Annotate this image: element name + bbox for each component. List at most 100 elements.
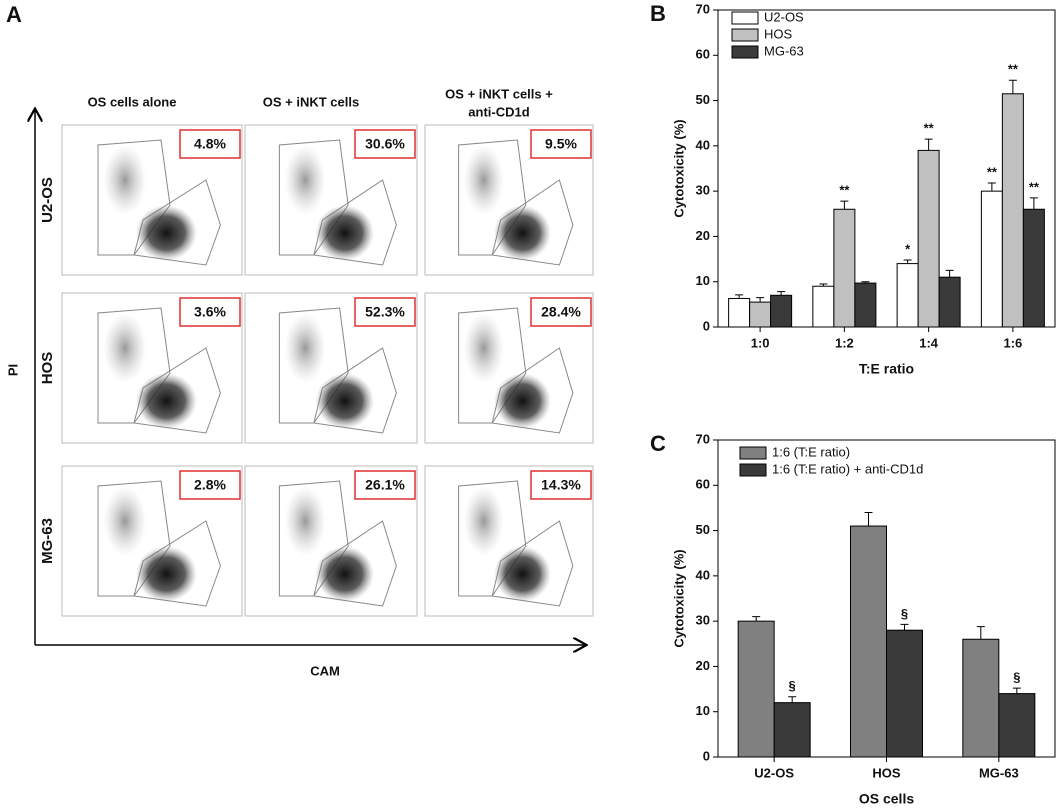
error-bar [735,294,744,299]
percentage-box [530,129,592,159]
y-tick-label: 40 [696,137,710,152]
error-bar [1029,197,1038,210]
bar [962,638,1000,758]
error-bar [1012,687,1021,694]
cell-cloud [135,205,197,261]
percentage: 28.4% [541,304,581,320]
error-bar [788,696,797,703]
cell-cloud [315,546,375,602]
error-bar [976,626,985,640]
bar [773,702,811,758]
row-label: HOS [39,352,56,385]
error-bar [1008,79,1017,94]
column-header: OS + iNKT cells [263,94,359,109]
y-tick-label: 20 [696,228,710,243]
percentage-box [530,470,592,500]
significance: § [1013,670,1020,685]
y-axis-label: PI [5,364,20,376]
gate [458,139,527,256]
panel-label: B [650,1,666,26]
percentage: 3.6% [194,304,226,320]
y-tick-label: 10 [696,703,710,718]
flow-plot [61,124,243,276]
flow-plot [424,465,594,617]
error-bar [861,281,870,284]
y-tick-label: 50 [696,522,710,537]
error-bar [900,623,909,631]
bar [854,282,877,328]
y-tick-label: 0 [703,748,710,763]
bar [938,276,961,328]
cell-cloud [103,313,147,383]
gate [278,139,349,256]
error-bar [945,269,954,278]
cell-cloud [315,373,375,429]
bar [1022,208,1045,328]
significance: § [901,606,908,621]
cell-cloud [463,313,504,383]
percentage-box [354,297,416,327]
column-header: OS + iNKT cells + [445,86,553,101]
column-header: anti-CD1d [468,104,529,119]
x-axis-title: T:E ratio [859,361,914,377]
flow-plot [424,292,594,444]
bar [998,693,1036,758]
x-tick-label: U2-OS [754,765,794,780]
gate [97,307,171,424]
significance: ** [1008,62,1019,77]
percentage: 2.8% [194,477,226,493]
bar [980,190,1003,328]
error-bar [924,138,933,151]
flow-plot [244,292,418,444]
y-tick-label: 70 [696,431,710,446]
y-tick-label: 60 [696,47,710,62]
gate [97,480,171,597]
percentage-box [530,297,592,327]
bar [833,208,856,328]
bar [737,620,775,758]
flow-plot [61,465,243,617]
error-bar [864,511,873,527]
percentage: 26.1% [365,477,405,493]
flow-plot [61,292,243,444]
x-tick-label: 1:4 [919,335,939,350]
bar [886,629,923,758]
y-tick-label: 50 [696,92,710,107]
x-tick-label: 1:6 [1003,335,1022,350]
error-bar [840,200,849,210]
legend-label: MG-63 [764,43,804,58]
cell-cloud [103,145,147,215]
row-label: MG-63 [39,518,56,564]
y-axis-title: Cytotoxicity (%) [671,549,686,647]
significance: ** [987,164,998,179]
error-bar [903,259,912,264]
percentage: 9.5% [545,136,577,152]
legend-swatch [731,28,759,42]
row-label: U2-OS [39,177,56,223]
significance: § [789,678,796,693]
error-bar [819,283,828,287]
x-axis-label: CAM [310,663,340,678]
legend-swatch [731,45,759,59]
x-axis-title: OS cells [859,791,914,807]
gate [458,307,527,424]
panel-label: C [650,431,666,456]
x-tick-label: HOS [872,765,901,780]
percentage-box [354,470,416,500]
significance: ** [1029,179,1040,194]
significance: * [905,241,911,256]
legend-label: 1:6 (T:E ratio) + anti-CD1d [772,461,923,476]
x-tick-label: 1:0 [751,335,770,350]
x-tick-label: 1:2 [835,335,854,350]
error-bar [777,291,786,296]
y-tick-label: 60 [696,477,710,492]
bar [749,301,772,328]
bar [896,263,919,328]
percentage: 4.8% [194,136,226,152]
cell-cloud [284,313,326,383]
cell-cloud [493,546,551,602]
legend-swatch [731,11,759,25]
percentage: 52.3% [365,304,405,320]
error-bar [987,182,996,192]
y-tick-label: 30 [696,183,710,198]
